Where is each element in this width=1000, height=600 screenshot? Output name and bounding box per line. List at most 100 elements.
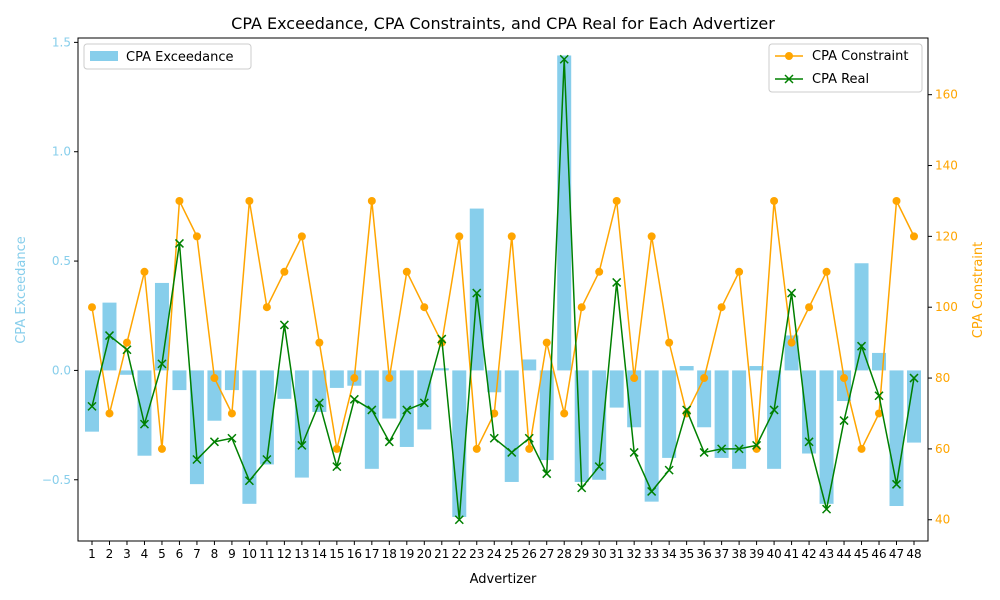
exceedance-bar-3 <box>119 370 134 375</box>
x-tick-label: 4 <box>141 547 149 561</box>
x-tick-label: 15 <box>329 547 344 561</box>
cpa-real-point-27 <box>542 469 552 479</box>
x-tick-label: 36 <box>696 547 711 561</box>
x-tick-label: 23 <box>469 547 484 561</box>
cpa-real-point-9 <box>227 433 237 443</box>
exceedance-bar-25 <box>504 370 519 482</box>
cpa-constraint-point-1 <box>88 303 96 312</box>
x-tick-label: 24 <box>487 547 502 561</box>
cpa-constraint-point-33 <box>647 232 656 241</box>
cpa-constraint-point-10 <box>245 196 254 205</box>
exceedance-bar-15 <box>329 370 344 388</box>
exceedance-bar-45 <box>854 263 869 371</box>
cpa-real-point-24 <box>489 433 499 443</box>
legend-constraint-swatch-marker <box>785 52 793 60</box>
exceedance-bar-26 <box>522 359 537 371</box>
cpa-real-point-21 <box>437 334 447 344</box>
cpa-real-point-43 <box>822 504 832 514</box>
cpa-real-point-18 <box>384 437 394 447</box>
exceedance-bar-33 <box>644 370 659 502</box>
x-tick-label: 45 <box>854 547 869 561</box>
x-tick-label: 17 <box>364 547 379 561</box>
cpa-real-point-11 <box>262 454 272 465</box>
cpa-constraint-point-42 <box>805 303 814 312</box>
x-tick-label: 18 <box>382 547 397 561</box>
exceedance-bar-42 <box>802 370 817 454</box>
legend-right-box <box>768 43 923 93</box>
cpa-real-point-7 <box>192 454 202 465</box>
x-tick-label: 38 <box>731 547 746 561</box>
cpa-constraint-point-5 <box>157 444 166 453</box>
cpa-constraint-point-34 <box>665 338 674 347</box>
x-tick-label: 27 <box>539 547 554 561</box>
x-tick-label: 32 <box>627 547 642 561</box>
exceedance-bar-29 <box>574 370 589 482</box>
cpa-constraint-point-3 <box>122 338 131 347</box>
exceedance-bar-35 <box>679 366 694 371</box>
cpa-real-point-38 <box>734 444 744 454</box>
cpa-real-point-29 <box>577 483 587 493</box>
cpa-real-point-40 <box>769 405 779 415</box>
left-y-axis-label: CPA Exceedance <box>14 236 29 344</box>
cpa-real-point-5 <box>157 359 167 369</box>
x-tick-label: 39 <box>749 547 764 561</box>
cpa-constraint-point-12 <box>280 267 289 276</box>
cpa-real-point-13 <box>297 440 307 450</box>
x-tick-label: 5 <box>158 547 166 561</box>
legends: CPA Exceedance CPA Constraint CPA Real <box>83 43 923 93</box>
cpa-real-point-14 <box>314 398 324 408</box>
legend-left-box <box>83 43 252 70</box>
right-y-tick-label: 120 <box>935 229 958 243</box>
exceedance-bar-30 <box>592 370 607 480</box>
cpa-real-point-15 <box>332 462 342 472</box>
x-tick-label: 40 <box>766 547 781 561</box>
cpa-constraint-point-47 <box>892 196 901 205</box>
cpa-real-point-16 <box>349 394 359 404</box>
cpa-constraint-point-6 <box>175 196 184 205</box>
exceedance-bar-38 <box>732 370 747 469</box>
legend-exceedance-label: CPA Exceedance <box>126 50 234 65</box>
x-tick-label: 20 <box>417 547 432 561</box>
x-tick-label: 37 <box>714 547 729 561</box>
exceedance-bar-43 <box>819 370 834 504</box>
right-y-tick-label: 100 <box>935 300 958 314</box>
right-y-tick-label: 40 <box>935 513 950 527</box>
cpa-real-point-22 <box>454 515 464 525</box>
x-tick-label: 42 <box>801 547 816 561</box>
legend-exceedance-swatch <box>90 51 118 61</box>
cpa-real-point-42 <box>804 437 814 447</box>
cpa-constraint-point-4 <box>140 267 149 276</box>
x-tick-label: 13 <box>294 547 309 561</box>
right-y-tick-label: 140 <box>935 159 958 173</box>
x-tick-label: 19 <box>399 547 414 561</box>
x-tick-label: 9 <box>228 547 236 561</box>
exceedance-bar-8 <box>207 370 222 421</box>
x-tick-label: 48 <box>906 547 921 561</box>
x-tick-label: 1 <box>88 547 96 561</box>
cpa-constraint-point-11 <box>262 303 271 312</box>
cpa-constraint-point-15 <box>332 444 341 453</box>
exceedance-bar-14 <box>312 370 327 412</box>
cpa-real-point-17 <box>367 405 377 415</box>
x-tick-label: 47 <box>889 547 904 561</box>
cpa-constraint-point-20 <box>420 303 429 312</box>
cpa-real-point-12 <box>279 320 289 330</box>
exceedance-bar-27 <box>539 370 554 461</box>
cpa-real-point-32 <box>629 447 639 457</box>
cpa-constraint-line <box>91 198 915 452</box>
cpa-constraint-point-26 <box>525 444 534 453</box>
x-tick-label: 21 <box>434 547 449 561</box>
cpa-real-point-48 <box>909 373 919 383</box>
cpa-real-point-19 <box>402 405 412 415</box>
cpa-real-point-47 <box>891 479 902 489</box>
cpa-constraint-point-8 <box>210 374 219 383</box>
cpa-real-point-36 <box>699 447 709 457</box>
exceedance-bar-18 <box>382 370 397 419</box>
cpa-constraint-point-28 <box>560 409 569 418</box>
cpa-constraint-point-36 <box>700 374 709 383</box>
x-tick-label: 10 <box>242 547 257 561</box>
plot-frame <box>77 37 929 542</box>
cpa-constraint-point-27 <box>542 338 551 347</box>
exceedance-bar-5 <box>154 282 169 371</box>
